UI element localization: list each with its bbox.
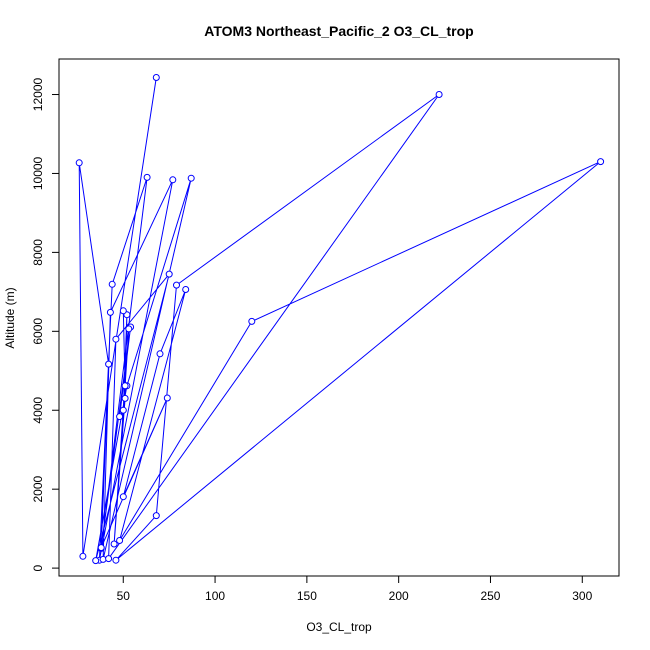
data-point	[597, 158, 605, 166]
data-point	[75, 159, 83, 167]
data-point	[163, 394, 171, 402]
data-point	[125, 325, 133, 333]
x-tick-label: 300	[572, 589, 592, 603]
data-point	[121, 394, 129, 402]
data-point	[112, 335, 120, 343]
data-point	[169, 176, 177, 184]
x-axis-label: O3_CL_trop	[306, 620, 372, 634]
y-tick-label: 8000	[31, 239, 45, 266]
x-tick-label: 250	[480, 589, 500, 603]
data-point	[248, 317, 256, 325]
data-point	[105, 360, 113, 368]
data-point	[119, 493, 127, 501]
data-point	[97, 544, 105, 552]
y-tick-label: 2000	[31, 476, 45, 503]
y-tick-label: 0	[31, 564, 45, 571]
data-point	[165, 270, 173, 278]
data-point	[116, 537, 124, 544]
x-tick-label: 100	[205, 589, 225, 603]
x-axis: 50 100 150 200 250 300	[117, 575, 593, 603]
data-point	[156, 350, 164, 358]
y-tick-label: 10000	[31, 156, 45, 190]
data-point	[92, 557, 100, 565]
data-point	[110, 540, 118, 548]
y-axis: 0 2000 4000 6000 8000 10000 12000	[31, 78, 60, 571]
x-tick-label: 150	[297, 589, 317, 603]
data-point	[143, 173, 151, 181]
data-point	[152, 512, 160, 520]
data-point	[182, 286, 190, 293]
x-tick-label: 50	[117, 589, 131, 603]
data-point	[106, 308, 114, 316]
data-point	[116, 413, 124, 421]
data-point	[152, 74, 160, 81]
data-point	[119, 307, 127, 315]
data-point	[435, 91, 443, 98]
series-0	[75, 74, 605, 565]
data-point	[187, 174, 195, 182]
y-tick-label: 4000	[31, 397, 45, 424]
data-point	[119, 406, 127, 414]
data-point	[108, 280, 116, 288]
x-tick-label: 200	[389, 589, 409, 603]
data-point	[79, 552, 87, 560]
chart-title: ATOM3 Northeast_Pacific_2 O3_CL_trop	[204, 23, 473, 39]
data-point	[105, 555, 113, 563]
y-tick-label: 12000	[31, 78, 45, 112]
series-layer	[75, 74, 605, 565]
data-point	[121, 382, 129, 390]
data-point	[173, 281, 180, 289]
data-point	[112, 556, 120, 564]
y-axis-label: Altitude (m)	[3, 287, 17, 348]
y-tick-label: 6000	[31, 318, 45, 345]
